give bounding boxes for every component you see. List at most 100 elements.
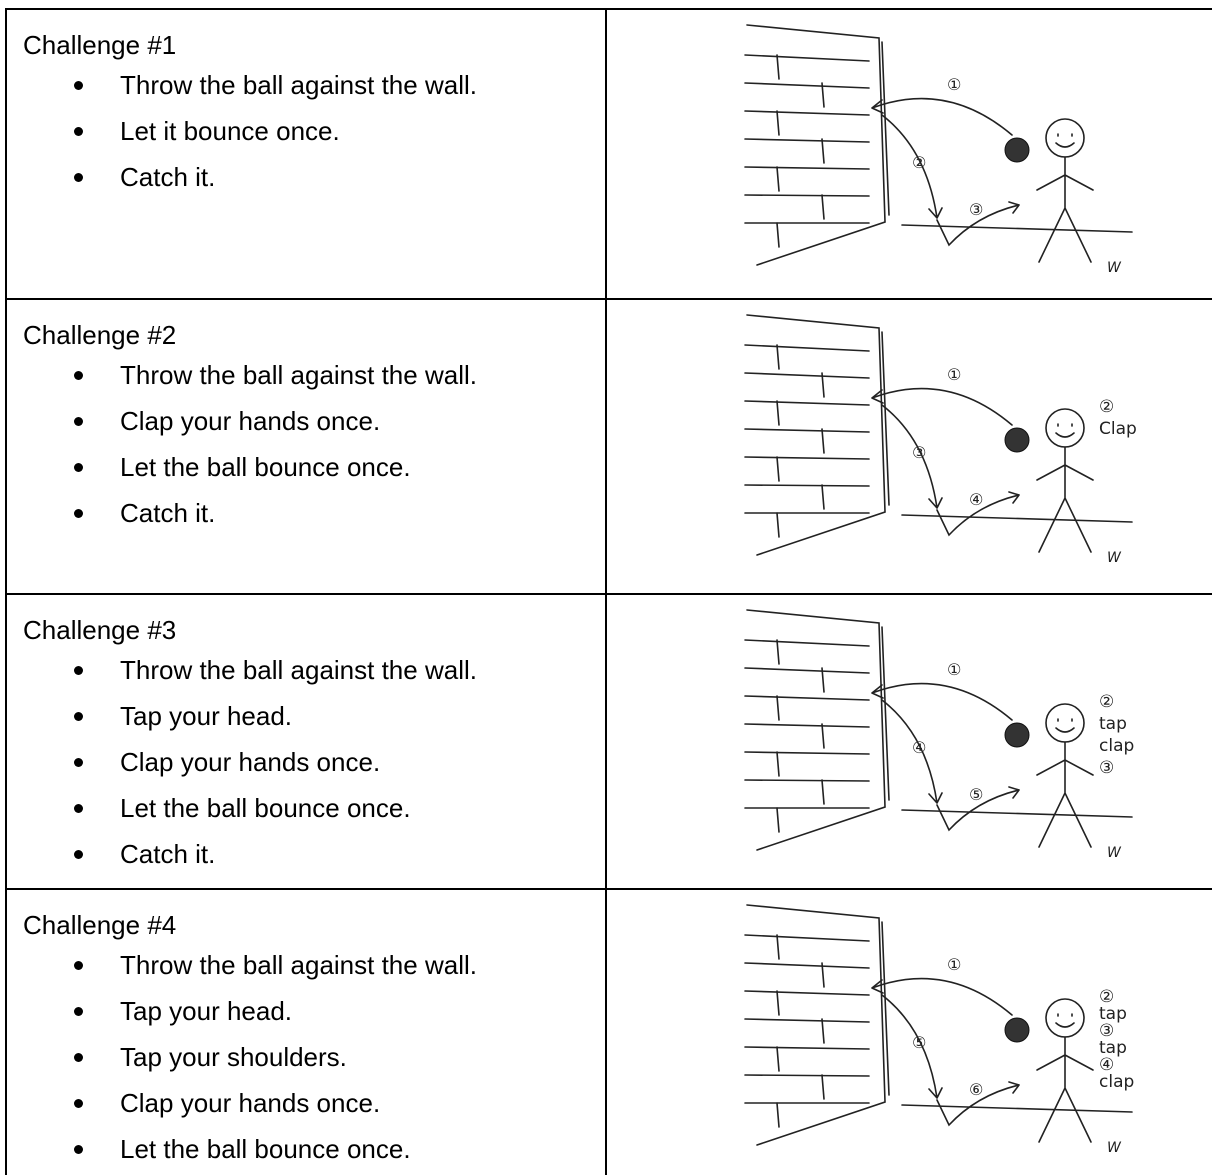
brick-joint: [776, 166, 780, 192]
head: [1045, 703, 1085, 743]
bounce-arrow: [936, 786, 1020, 832]
brick-joint: [776, 54, 780, 80]
brick-joint: [821, 1074, 825, 1100]
ball: [1004, 137, 1030, 163]
bullet-text: Let the ball bounce once.: [120, 452, 411, 482]
brick-joint: [776, 1102, 780, 1128]
bullet-dot: [74, 81, 83, 90]
bullet-dot: [74, 173, 83, 182]
text-cell: Challenge #2 Throw the ball against the w…: [7, 300, 607, 595]
bullet-text: Throw the ball against the wall.: [120, 70, 477, 100]
bullet-text: Clap your hands once.: [120, 1088, 381, 1118]
bounce-arrow: [936, 1081, 1020, 1127]
brick-joint: [821, 667, 825, 693]
brick-joint: [821, 428, 825, 454]
brick-joint: [776, 400, 780, 426]
wall-outline: [746, 24, 886, 266]
brick-line: [744, 166, 870, 170]
brick-line: [744, 138, 870, 143]
wall-edge: [881, 921, 890, 1096]
challenge-title: Challenge #1: [23, 30, 177, 60]
brick-joint: [776, 512, 780, 538]
action-label: Clap: [1099, 419, 1137, 439]
bullet-dot: [74, 371, 83, 380]
signature: W: [1107, 845, 1122, 861]
bullet-text: Catch it.: [120, 498, 216, 528]
bullet-dot: [74, 804, 83, 813]
ball: [1004, 722, 1030, 748]
wall-outline: [746, 314, 886, 556]
brick-joint: [776, 639, 780, 665]
signature: W: [1107, 1140, 1122, 1156]
bullet-dot: [74, 850, 83, 859]
step-label: ①: [947, 955, 961, 974]
action-label: ②: [1099, 987, 1114, 1007]
ball: [1004, 427, 1030, 453]
bullet-dot: [74, 712, 83, 721]
bullet-text: Clap your hands once.: [120, 406, 381, 436]
bullet-text: Throw the ball against the wall.: [120, 950, 477, 980]
illustration: ① ② ③ W: [744, 24, 1133, 276]
step-label: ③: [912, 443, 926, 462]
bullet-dot: [74, 417, 83, 426]
step-label: ①: [947, 660, 961, 679]
throw-arrow: [871, 977, 1013, 1016]
bullet-dot: [74, 1099, 83, 1108]
brick-line: [744, 344, 870, 352]
step-label: ⑤: [912, 1033, 926, 1052]
brick-joint: [776, 456, 780, 482]
ground-line: [901, 809, 1133, 818]
action-label: ②: [1099, 397, 1114, 417]
bullet-dot: [74, 509, 83, 518]
brick-line: [744, 667, 870, 674]
brick-line: [744, 428, 870, 433]
wall-edge: [881, 41, 890, 216]
wall-outline: [746, 904, 886, 1146]
text-cell: Challenge #1 Throw the ball against the w…: [7, 10, 607, 300]
brick-joint: [821, 484, 825, 510]
brick-line: [744, 484, 870, 487]
table-row: Challenge #3 Throw the ball against the w…: [5, 593, 1212, 890]
stick-body: [1036, 156, 1094, 263]
throw-arrow: [871, 387, 1013, 426]
bullet-text: Throw the ball against the wall.: [120, 655, 477, 685]
bullet-text: Tap your head.: [120, 996, 293, 1026]
bullet-dot: [74, 961, 83, 970]
bullet-text: Clap your hands once.: [120, 747, 381, 777]
head: [1045, 408, 1085, 448]
step-label: ①: [947, 75, 961, 94]
brick-joint: [821, 1018, 825, 1044]
ground-line: [901, 1104, 1133, 1113]
step-label: ⑥: [969, 1080, 983, 1099]
action-label: ②: [1099, 692, 1114, 712]
brick-line: [744, 1074, 870, 1077]
challenge-title: Challenge #3: [23, 615, 177, 645]
brick-line: [744, 962, 870, 969]
brick-line: [744, 372, 870, 379]
action-label: clap: [1099, 736, 1134, 756]
bounce-arrow: [936, 201, 1020, 247]
brick-line: [744, 639, 870, 647]
wall-edge: [881, 331, 890, 506]
brick-joint: [821, 138, 825, 164]
text-cell: Challenge #3 Throw the ball against the w…: [7, 595, 607, 890]
step-label: ①: [947, 365, 961, 384]
face: [1055, 133, 1075, 148]
bounce-arrow: [936, 491, 1020, 537]
brick-joint: [776, 751, 780, 777]
bullet-text: Throw the ball against the wall.: [120, 360, 477, 390]
brick-line: [744, 82, 870, 89]
brick-joint: [821, 372, 825, 398]
action-label: tap: [1099, 1004, 1127, 1024]
bullet-dot: [74, 1145, 83, 1154]
head: [1045, 998, 1085, 1038]
brick-joint: [776, 222, 780, 248]
brick-line: [744, 990, 870, 996]
ground-line: [901, 224, 1133, 233]
brick-joint: [821, 779, 825, 805]
brick-joint: [776, 110, 780, 136]
brick-joint: [776, 990, 780, 1016]
bullet-text: Tap your head.: [120, 701, 293, 731]
